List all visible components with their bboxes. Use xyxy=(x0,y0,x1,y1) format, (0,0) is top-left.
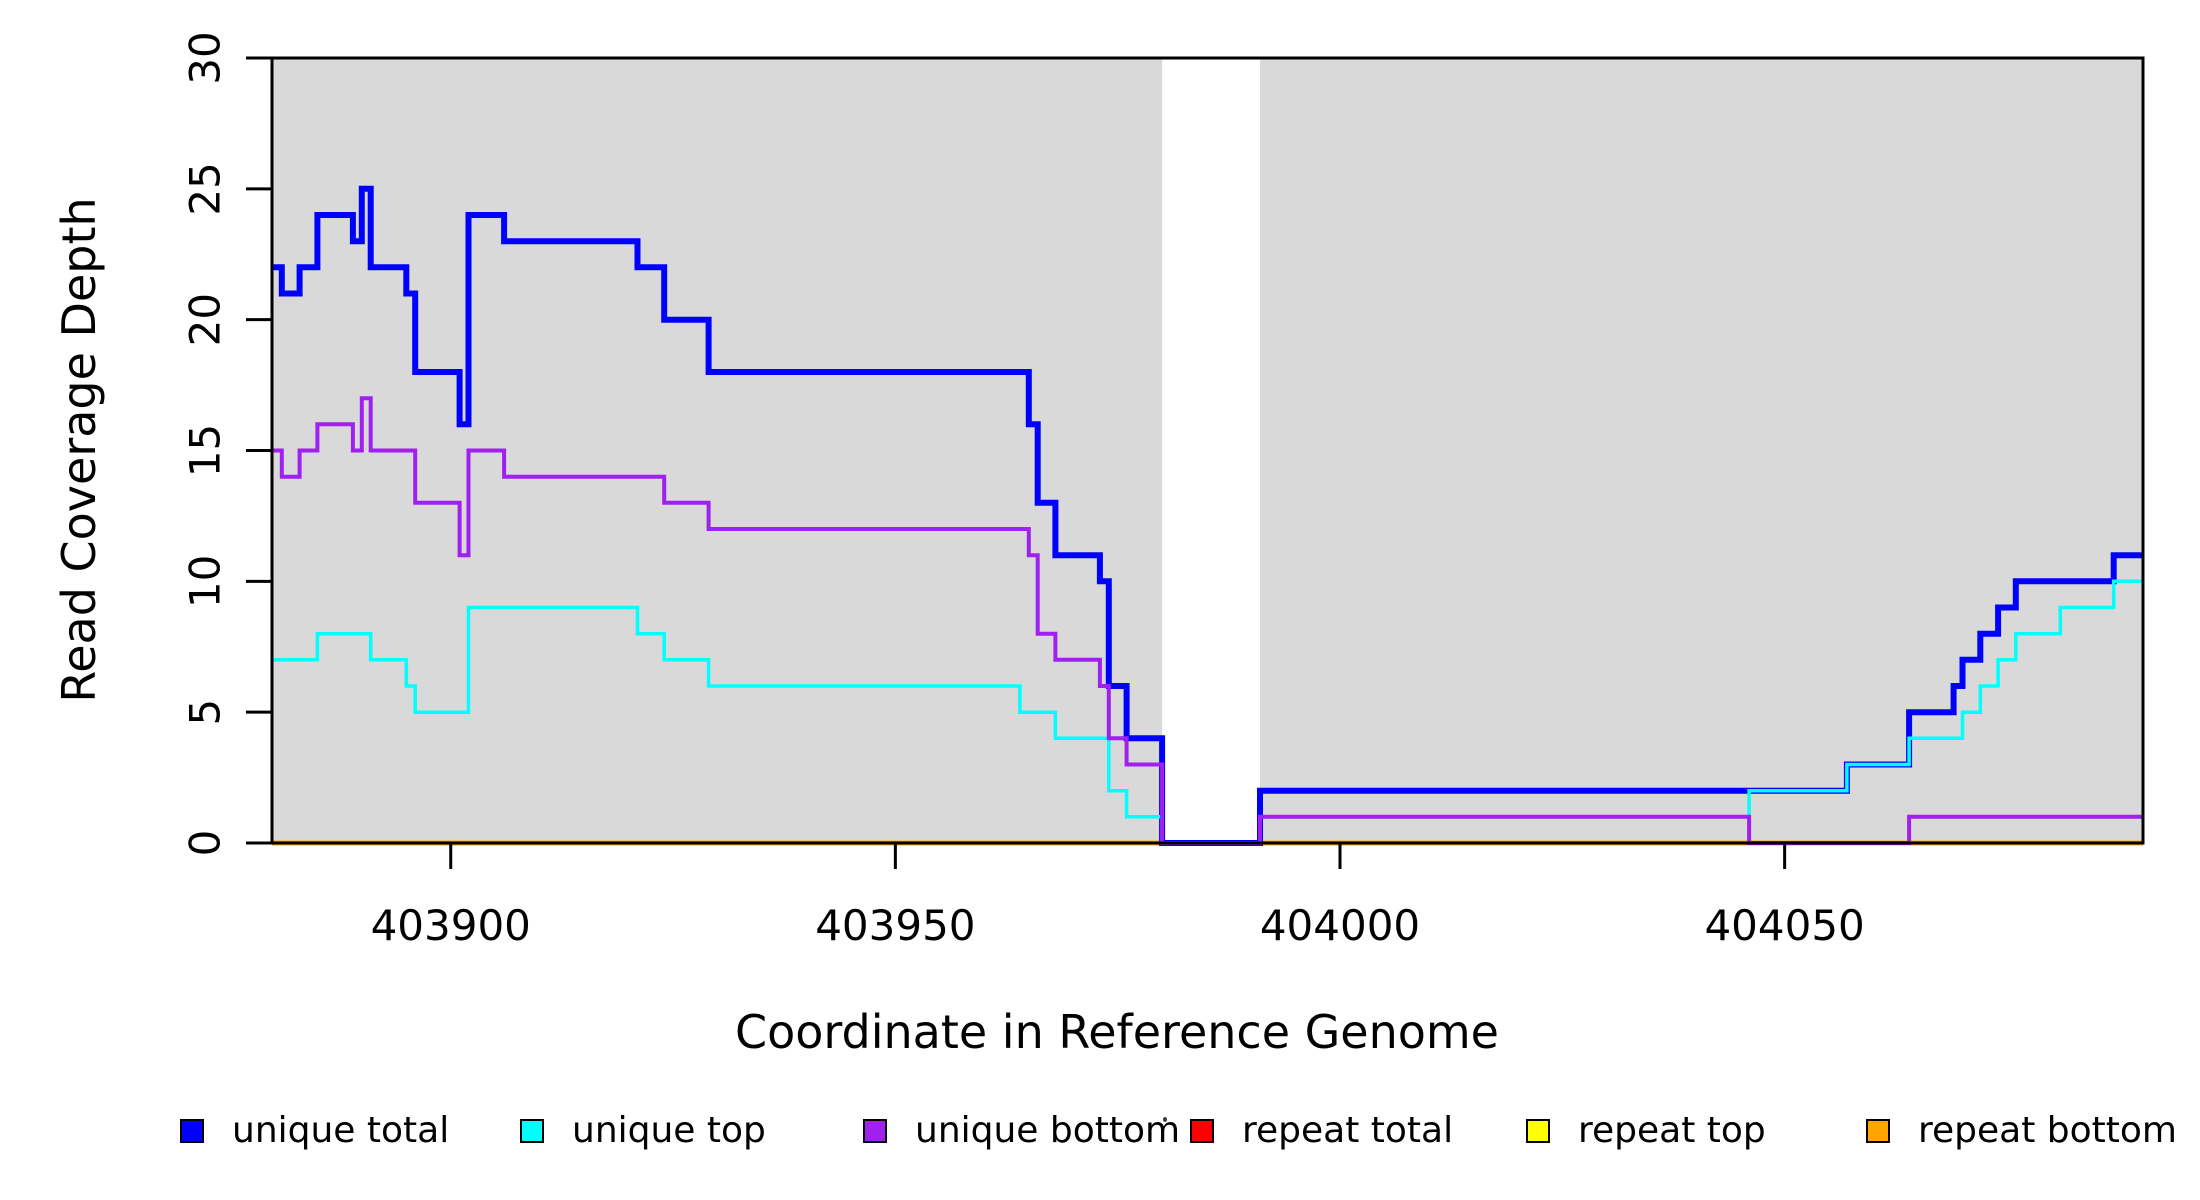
y-tick-label: 10 xyxy=(181,555,230,608)
plot-layers: 403900 403950 404000 404050 0 5 10 15 20 25 30 xyxy=(181,31,2145,950)
stray-mark-icon xyxy=(1163,1117,1167,1122)
x-axis-title: Coordinate in Reference Genome xyxy=(735,1005,1499,1059)
x-tick-label: 403900 xyxy=(371,901,531,950)
x-tick-label: 404050 xyxy=(1704,901,1864,950)
y-axis-title: Read Coverage Depth xyxy=(52,197,106,702)
series-line-unique-bottom xyxy=(272,396,2143,845)
y-tick-label: 30 xyxy=(181,31,230,84)
y-tick-label: 25 xyxy=(181,162,230,215)
y-tick-label: 20 xyxy=(181,293,230,346)
series-line-unique-total xyxy=(272,185,2143,846)
y-tick-label: 0 xyxy=(181,830,230,857)
y-tick-label: 15 xyxy=(181,424,230,477)
series-line-unique-top xyxy=(272,579,2143,845)
x-tick-label: 404000 xyxy=(1260,901,1420,950)
x-tick-label: 403950 xyxy=(815,901,975,950)
shaded-region xyxy=(1259,58,2143,843)
y-tick-label: 5 xyxy=(181,699,230,726)
